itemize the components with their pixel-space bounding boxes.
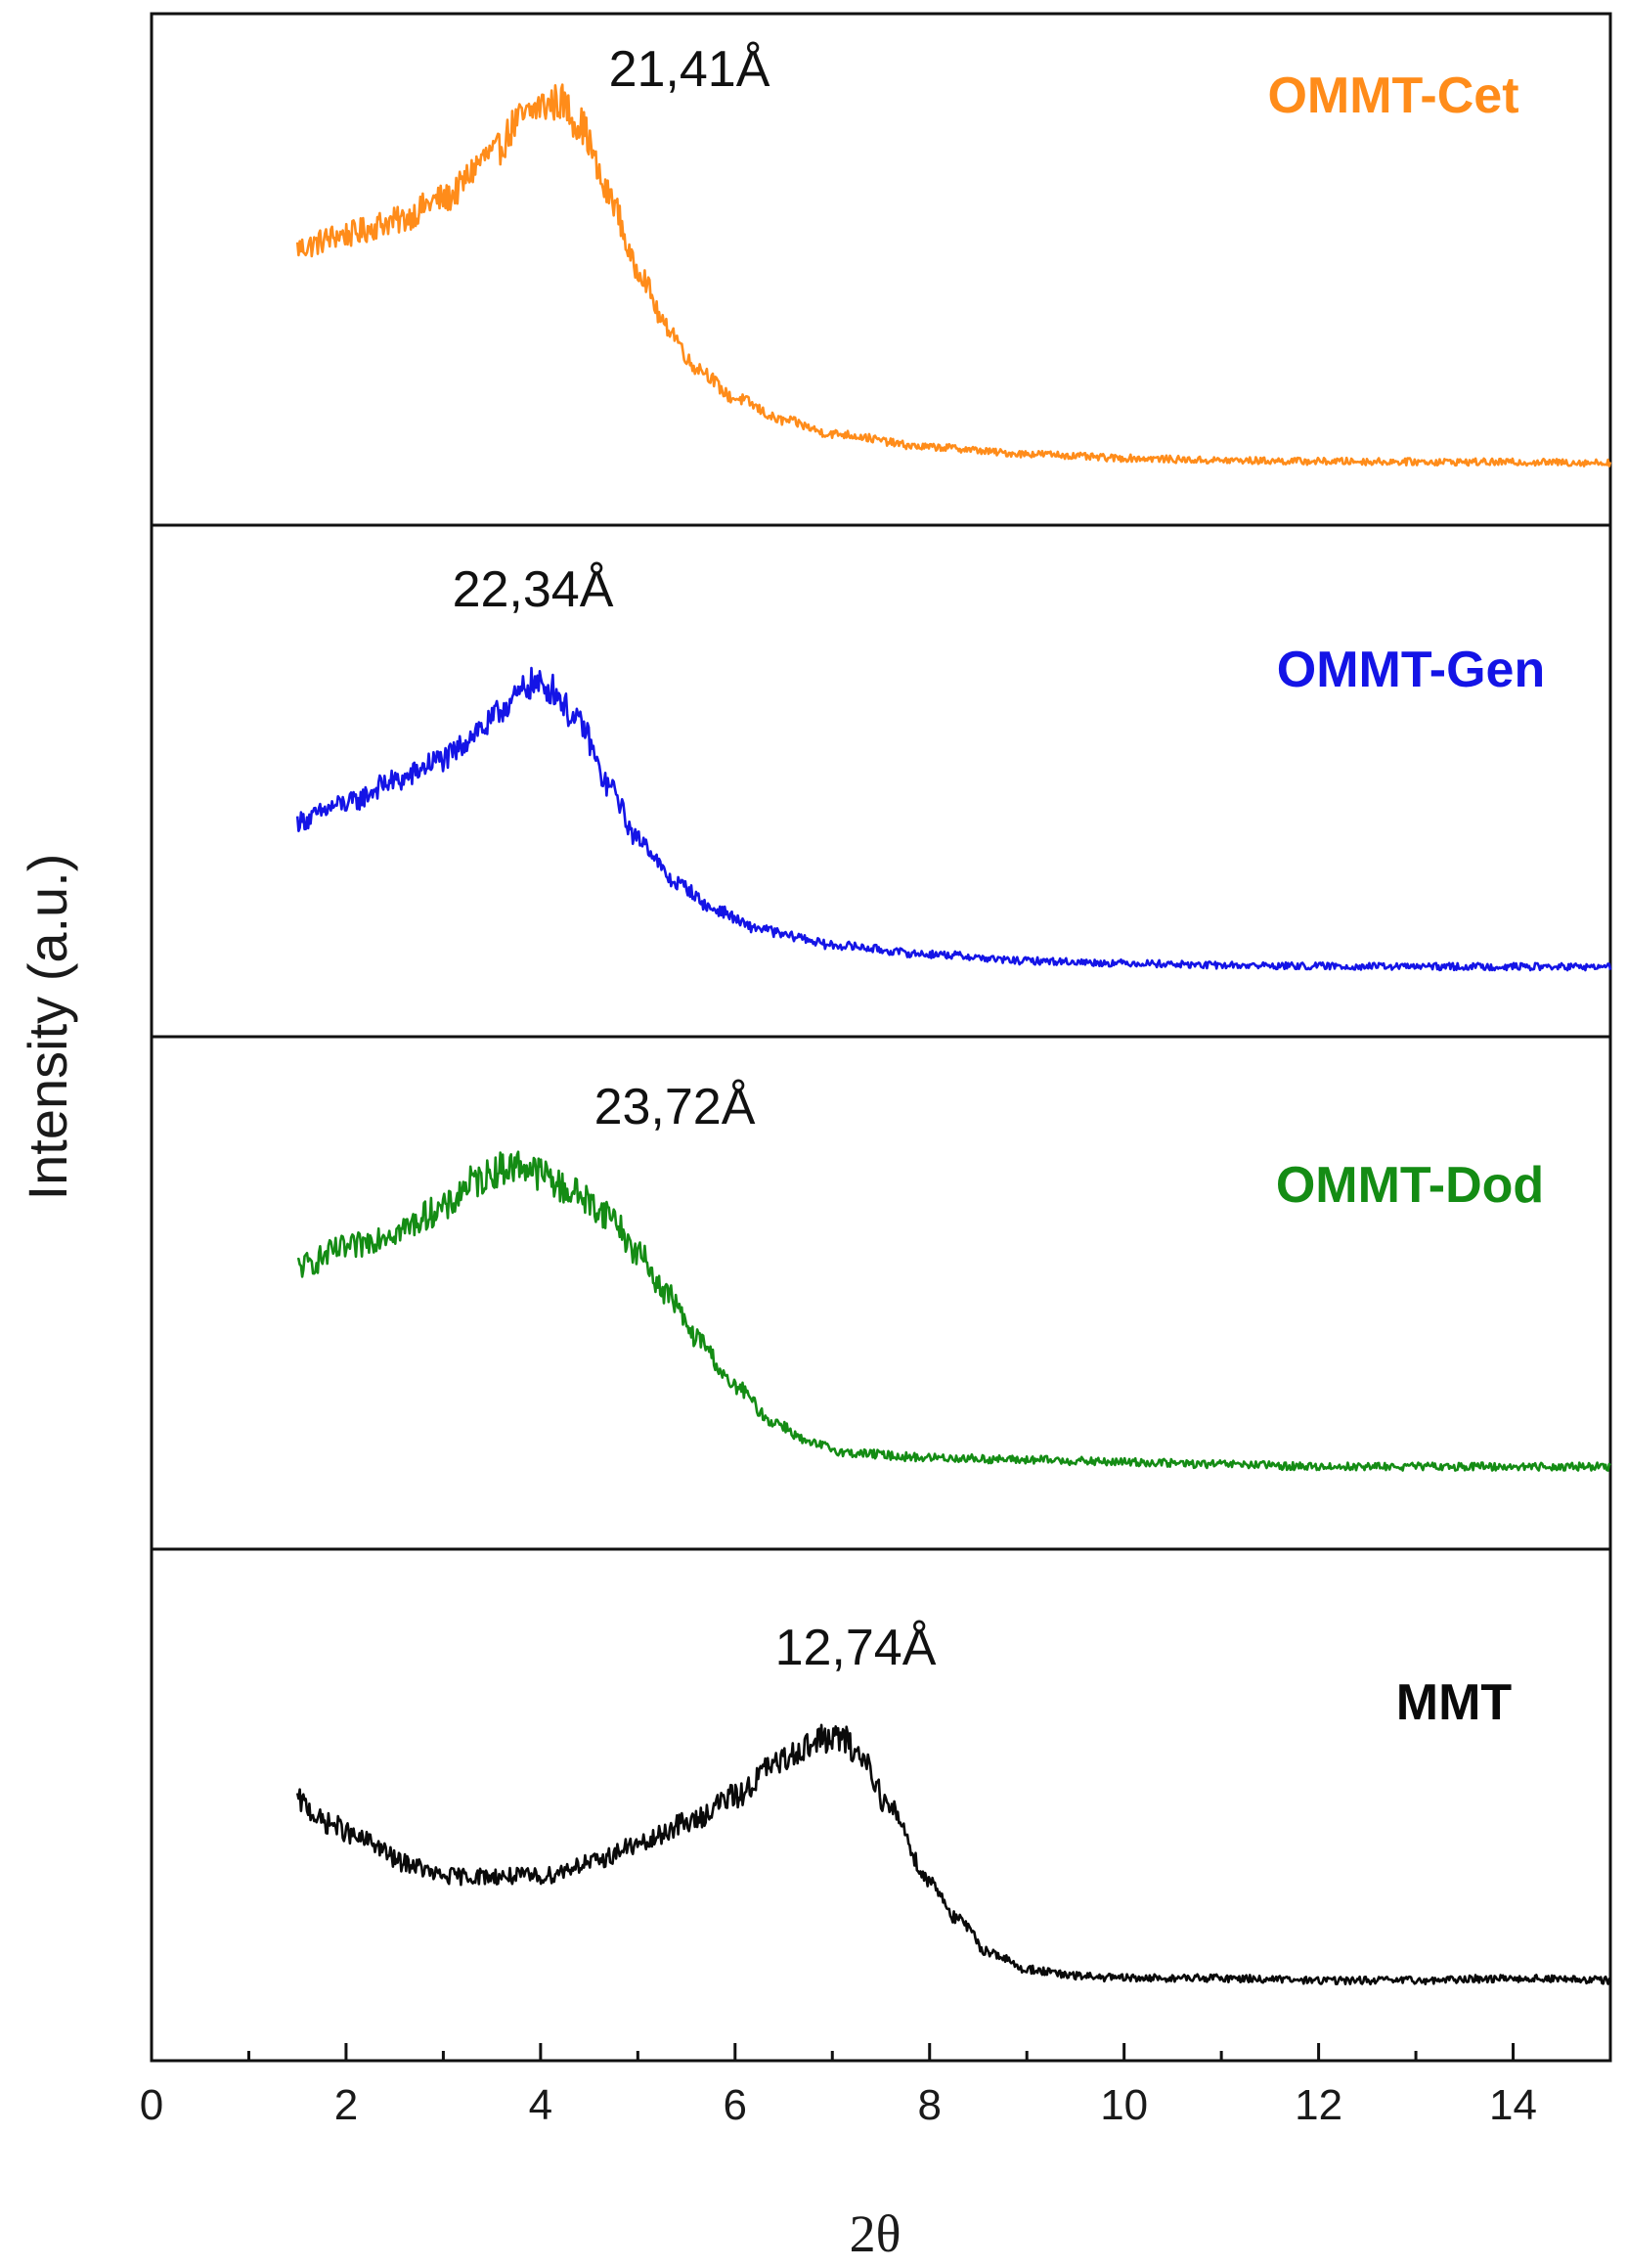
series-label-ommt-dod: OMMT-Dod [1276,1157,1544,1214]
x-axis: 0 2 4 6 8 10 12 14 [140,2043,1537,2129]
x-tick-label: 14 [1489,2081,1537,2129]
y-axis-title: Intensity (a.u.) [17,854,78,1201]
series-label-ommt-cet: OMMT-Cet [1267,67,1518,124]
label-layer: 21,41Å OMMT-Cet 22,34Å OMMT-Gen 23,72Å OMMT-D… [453,41,1546,1731]
x-tick-label: 4 [529,2081,552,2129]
peak-label-mmt: 12,74Å [775,1620,937,1676]
series-line-ommt-dod [296,1150,1611,1472]
series-layer [295,83,1612,1986]
x-axis-title: 2θ [850,2204,901,2263]
series-line-ommt-cet [295,83,1612,467]
x-tick-label: 0 [140,2081,163,2129]
peak-label-ommt-cet: 21,41Å [609,41,770,98]
peak-label-ommt-gen: 22,34Å [453,561,614,618]
x-tick-label: 6 [724,2081,747,2129]
x-tick-label: 12 [1295,2081,1342,2129]
series-line-ommt-gen [295,666,1612,972]
peak-label-ommt-dod: 23,72Å [594,1079,756,1135]
series-label-mmt: MMT [1396,1674,1513,1731]
series-line-mmt [295,1723,1612,1986]
x-tick-label: 10 [1100,2081,1148,2129]
x-tick-label: 2 [334,2081,358,2129]
series-label-ommt-gen: OMMT-Gen [1277,642,1545,698]
x-tick-label: 8 [917,2081,941,2129]
panels-layer [150,12,1612,2063]
